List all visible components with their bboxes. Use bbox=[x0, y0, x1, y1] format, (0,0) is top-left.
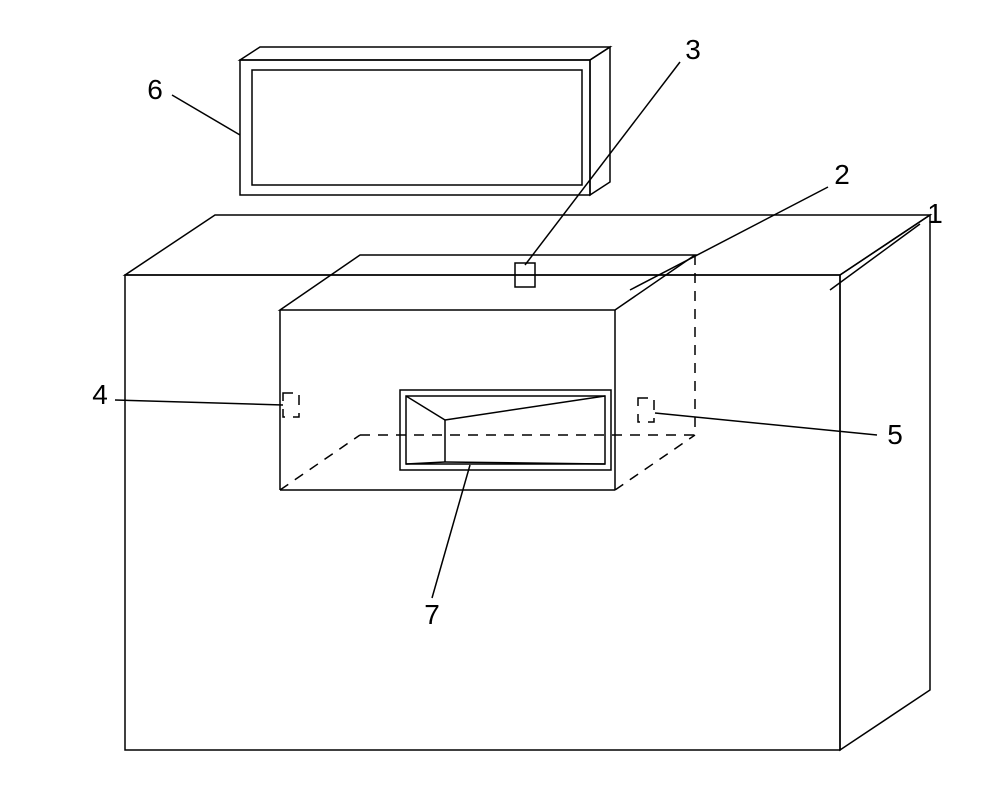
label-l1: 1 bbox=[927, 198, 943, 230]
cavity-bottom-left-edge bbox=[280, 435, 360, 490]
label-l7: 7 bbox=[424, 599, 440, 631]
aperture-outer bbox=[400, 390, 611, 470]
lid-front bbox=[240, 60, 590, 195]
aperture-depth-top bbox=[445, 396, 605, 420]
leader-l1 bbox=[830, 224, 920, 290]
label-l6: 6 bbox=[147, 74, 163, 106]
aperture-depth-tl bbox=[406, 396, 445, 420]
port-5-rect bbox=[638, 398, 654, 422]
lid-right bbox=[590, 47, 610, 195]
outer-box-front bbox=[125, 275, 840, 750]
label-l2: 2 bbox=[834, 159, 850, 191]
label-l4: 4 bbox=[92, 379, 108, 411]
port-4-rect bbox=[283, 393, 299, 417]
label-l5: 5 bbox=[887, 419, 903, 451]
aperture-inner bbox=[406, 396, 605, 464]
label-l3: 3 bbox=[685, 34, 701, 66]
leader-l3 bbox=[525, 62, 680, 265]
outer-box-right bbox=[840, 215, 930, 750]
cavity-bottom-right-edge bbox=[615, 435, 695, 490]
lid-top bbox=[240, 47, 610, 60]
leader-l7 bbox=[432, 465, 470, 598]
lid-inner-frame bbox=[252, 70, 582, 185]
outer-box-top bbox=[125, 215, 930, 275]
cavity-top-rim bbox=[280, 255, 695, 310]
leader-l4 bbox=[115, 400, 283, 405]
leader-l5 bbox=[655, 413, 877, 435]
leader-l6 bbox=[172, 95, 240, 135]
